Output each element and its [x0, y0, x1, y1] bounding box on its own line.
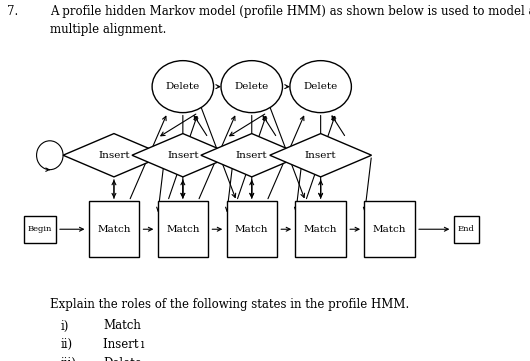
Bar: [454, 216, 479, 243]
Text: Insert ı: Insert ı: [103, 338, 145, 351]
Polygon shape: [132, 134, 234, 177]
Text: Begin: Begin: [28, 225, 52, 233]
Text: 7.: 7.: [7, 5, 18, 18]
Text: Delete: Delete: [235, 82, 269, 91]
Text: Match: Match: [103, 319, 141, 332]
Text: Insert: Insert: [167, 151, 199, 160]
Text: A profile hidden Markov model (profile HMM) as shown below is used to model a
mu: A profile hidden Markov model (profile H…: [50, 5, 530, 36]
Bar: [89, 201, 139, 257]
Bar: [24, 216, 56, 243]
Polygon shape: [201, 134, 303, 177]
Text: Insert: Insert: [98, 151, 130, 160]
Text: Delete: Delete: [103, 357, 142, 361]
Polygon shape: [270, 134, 372, 177]
Text: Match: Match: [235, 225, 269, 234]
Polygon shape: [63, 134, 165, 177]
Bar: [365, 201, 414, 257]
Ellipse shape: [152, 61, 214, 113]
Bar: [158, 201, 208, 257]
Text: Match: Match: [373, 225, 407, 234]
Text: End: End: [458, 225, 475, 233]
Text: Match: Match: [166, 225, 200, 234]
Text: i): i): [61, 319, 69, 332]
Text: Match: Match: [97, 225, 131, 234]
Ellipse shape: [290, 61, 351, 113]
Text: iii): iii): [61, 357, 77, 361]
Text: ii): ii): [61, 338, 73, 351]
Text: Delete: Delete: [166, 82, 200, 91]
Text: Explain the roles of the following states in the profile HMM.: Explain the roles of the following state…: [50, 298, 410, 311]
Text: Insert: Insert: [236, 151, 268, 160]
Text: Delete: Delete: [304, 82, 338, 91]
Text: Insert: Insert: [305, 151, 337, 160]
Text: Match: Match: [304, 225, 338, 234]
Bar: [296, 201, 346, 257]
Bar: [227, 201, 277, 257]
Ellipse shape: [221, 61, 282, 113]
